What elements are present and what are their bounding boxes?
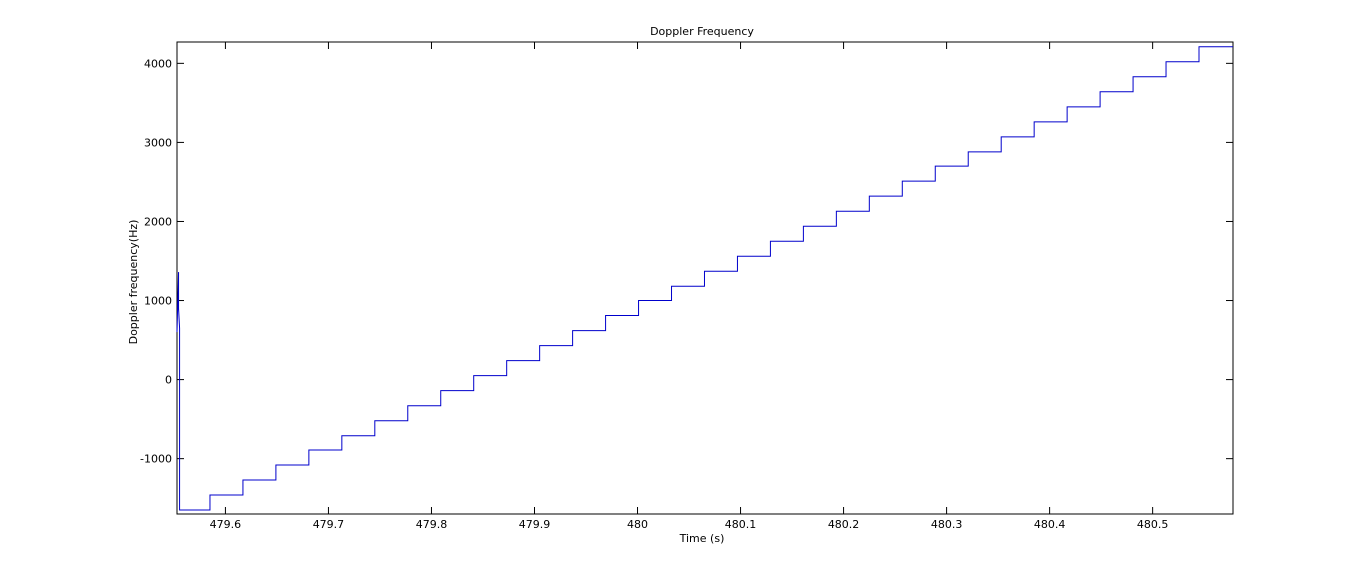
x-tick-label: 480.4 [1034, 518, 1066, 531]
y-tick-label: 1000 [144, 295, 172, 308]
x-tick-label: 480 [627, 518, 648, 531]
y-axis-ticks: -1000 0 1000 2000 3000 4000 [140, 57, 1233, 466]
x-axis-label: Time (s) [679, 532, 725, 545]
x-tick-label: 479.6 [210, 518, 242, 531]
x-tick-label: 480.3 [931, 518, 963, 531]
x-tick-label: 479.9 [519, 518, 551, 531]
series-line [176, 46, 1233, 511]
x-tick-label: 480.1 [725, 518, 757, 531]
y-tick-label: 3000 [144, 136, 172, 149]
plot-area: 479.6 479.7 479.8 479.9 480 480.1 480.2 480.3 48… [140, 41, 1234, 531]
x-axis-ticks: 479.6 479.7 479.8 479.9 480 480.1 480.2 480.3 48… [210, 42, 1169, 531]
y-axis-label: Doppler frequency(Hz) [127, 220, 140, 345]
x-tick-label: 480.2 [828, 518, 860, 531]
x-tick-label: 480.5 [1137, 518, 1169, 531]
series-layer [176, 46, 1233, 511]
y-tick-label: 0 [165, 374, 172, 387]
chart-title: Doppler Frequency [650, 25, 754, 38]
y-tick-label: 2000 [144, 215, 172, 228]
y-tick-label: -1000 [140, 453, 172, 466]
axes-box [176, 41, 1234, 515]
x-tick-label: 479.7 [313, 518, 345, 531]
y-tick-label: 4000 [144, 57, 172, 70]
x-tick-label: 479.8 [416, 518, 448, 531]
